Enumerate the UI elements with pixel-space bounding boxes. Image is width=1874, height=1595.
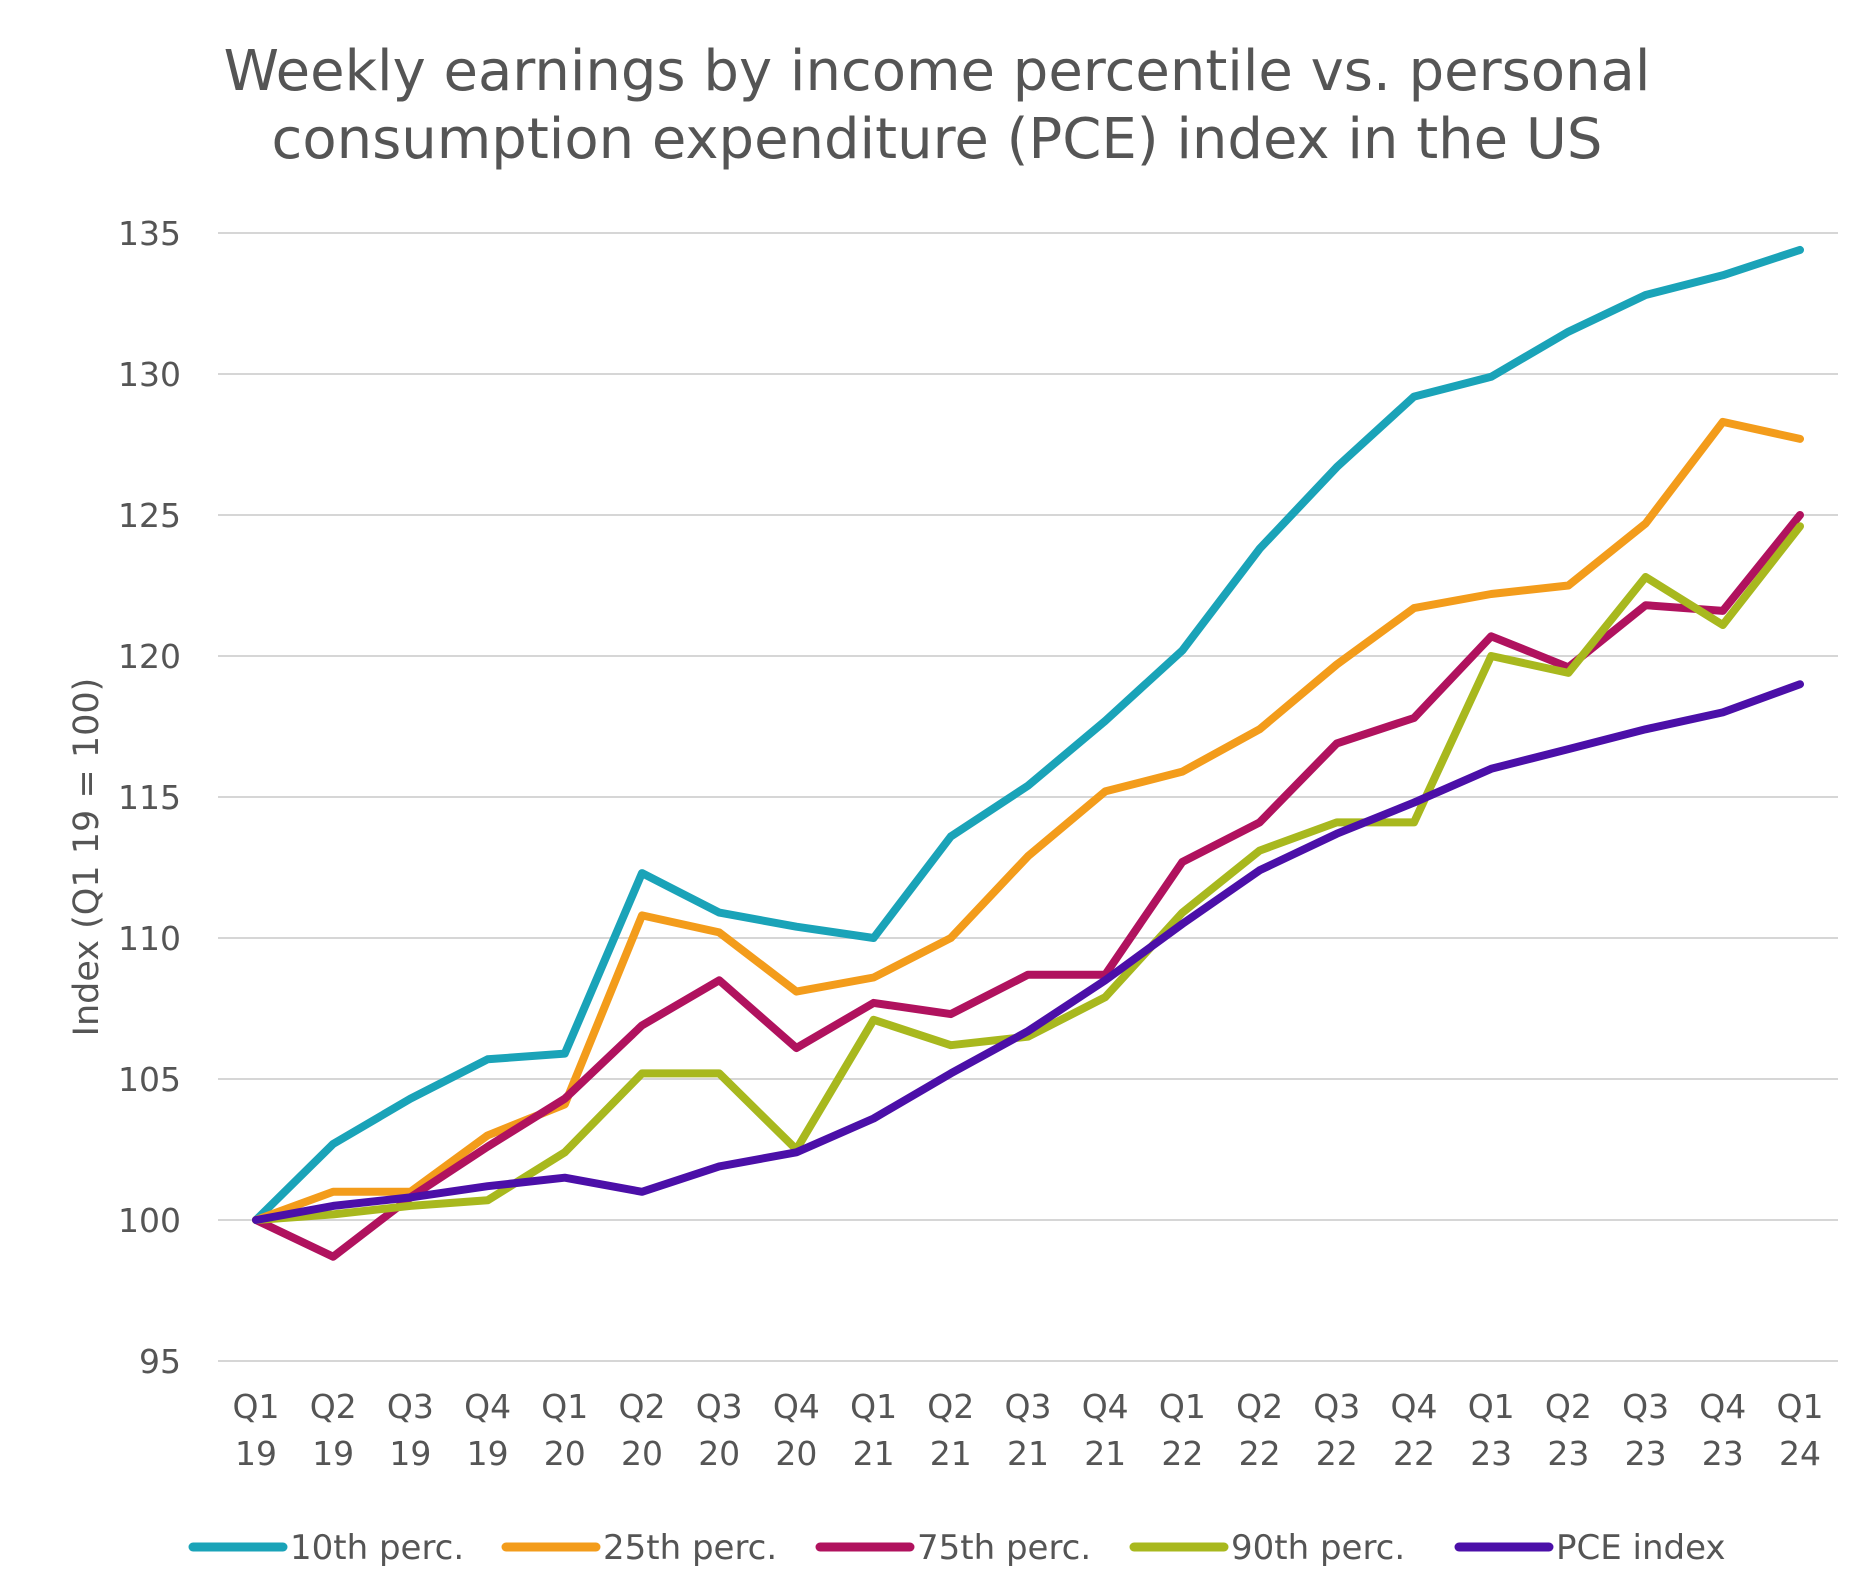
gridlines: [218, 232, 1838, 1362]
x-tick-label-year: 21: [1084, 1434, 1126, 1473]
y-tick-label: 110: [118, 919, 181, 958]
series-line-75th-perc: [252, 511, 1804, 1261]
y-tick-label: 120: [118, 637, 181, 676]
x-tick-label-year: 23: [1702, 1434, 1744, 1473]
legend-label: 10th perc.: [290, 1528, 464, 1568]
x-tick-label-quarter: Q4: [1391, 1387, 1438, 1426]
x-tick-label-year: 21: [1007, 1434, 1049, 1473]
x-tick-label-quarter: Q1: [850, 1387, 897, 1426]
x-tick-label-year: 24: [1779, 1434, 1821, 1473]
y-axis-label: Index (Q1 19 = 100): [67, 678, 107, 1037]
chart-title-line2: consumption expenditure (PCE) index in t…: [271, 107, 1603, 172]
x-tick-label-year: 20: [544, 1434, 586, 1473]
x-tick-label-year: 19: [235, 1434, 277, 1473]
chart-title: Weekly earnings by income percentile vs.…: [0, 38, 1874, 174]
x-tick-label-year: 23: [1547, 1434, 1589, 1473]
x-tick-label-year: 20: [621, 1434, 663, 1473]
x-tick-label-quarter: Q3: [1005, 1387, 1052, 1426]
x-tick-label-quarter: Q1: [1777, 1387, 1824, 1426]
x-tick-label-quarter: Q4: [1699, 1387, 1746, 1426]
x-tick-label-quarter: Q3: [1313, 1387, 1360, 1426]
x-tick-label-year: 21: [930, 1434, 972, 1473]
x-tick-label-quarter: Q2: [1545, 1387, 1592, 1426]
series-line-25th-perc: [252, 417, 1804, 1224]
x-tick-label-year: 22: [1161, 1434, 1203, 1473]
y-tick-label: 95: [139, 1342, 181, 1381]
x-tick-label-year: 23: [1470, 1434, 1512, 1473]
x-tick-label-quarter: Q3: [387, 1387, 434, 1426]
x-tick-label-year: 23: [1625, 1434, 1667, 1473]
legend-label: 90th perc.: [1231, 1528, 1405, 1568]
x-tick-label-year: 19: [389, 1434, 431, 1473]
legend-label: 75th perc.: [917, 1528, 1091, 1568]
legend-label: 25th perc.: [603, 1528, 777, 1568]
x-tick-label-quarter: Q4: [1082, 1387, 1129, 1426]
x-tick-label-year: 20: [698, 1434, 740, 1473]
x-tick-label-year: 22: [1393, 1434, 1435, 1473]
x-tick-label-year: 19: [312, 1434, 354, 1473]
y-axis-ticks: 95 100 105 110 115 120 125 130 135: [118, 214, 181, 1381]
y-tick-label: 135: [118, 214, 181, 253]
x-tick-label-quarter: Q2: [1236, 1387, 1283, 1426]
x-tick-label-quarter: Q4: [464, 1387, 511, 1426]
series-line-90th-perc: [252, 522, 1804, 1224]
x-tick-label-quarter: Q2: [619, 1387, 666, 1426]
x-tick-label-quarter: Q2: [310, 1387, 357, 1426]
y-tick-label: 130: [118, 355, 181, 394]
x-tick-label-quarter: Q1: [233, 1387, 280, 1426]
series-lines: [252, 245, 1804, 1261]
x-tick-label-quarter: Q3: [696, 1387, 743, 1426]
legend: 10th perc. 25th perc. 75th perc. 90th perc.…: [188, 1528, 1726, 1568]
x-axis-ticks: Q1 19 Q2 19 Q3 19 Q4 19 Q1 20 Q2 20 Q3 20 Q4 20 Q1 21 Q2 21…: [233, 1387, 1824, 1473]
x-tick-label-year: 22: [1316, 1434, 1358, 1473]
x-tick-label-quarter: Q2: [927, 1387, 974, 1426]
x-tick-label-quarter: Q1: [1468, 1387, 1515, 1426]
x-tick-label-quarter: Q1: [541, 1387, 588, 1426]
legend-label: PCE index: [1556, 1528, 1726, 1568]
x-tick-label-year: 21: [853, 1434, 895, 1473]
x-tick-label-year: 22: [1239, 1434, 1281, 1473]
series-line-pce-index: [252, 680, 1804, 1224]
x-tick-label-quarter: Q1: [1159, 1387, 1206, 1426]
series-line-10th-perc: [252, 245, 1804, 1224]
y-tick-label: 125: [118, 496, 181, 535]
y-tick-label: 115: [118, 778, 181, 817]
x-tick-label-year: 19: [467, 1434, 509, 1473]
x-tick-label-quarter: Q4: [773, 1387, 820, 1426]
x-tick-label-quarter: Q3: [1622, 1387, 1669, 1426]
y-tick-label: 100: [118, 1201, 181, 1240]
y-tick-label: 105: [118, 1060, 181, 1099]
x-tick-label-year: 20: [775, 1434, 817, 1473]
chart-title-line1: Weekly earnings by income percentile vs.…: [223, 39, 1651, 104]
